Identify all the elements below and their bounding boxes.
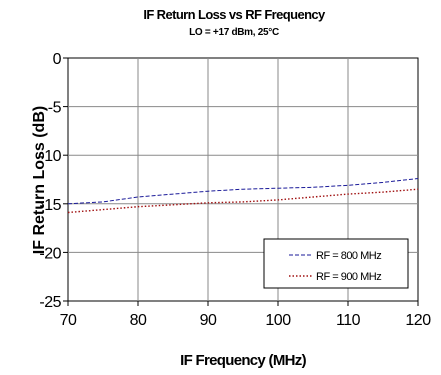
y-tick-labels: 0 -5 -10 -15 -20 -25 <box>39 51 62 311</box>
legend-label-900: RF = 900 MHz <box>316 271 381 283</box>
xtick-label: 120 <box>405 312 431 329</box>
ytick-label: -10 <box>39 148 61 165</box>
x-tick-labels: 70 80 90 100 110 120 <box>60 312 432 329</box>
ytick-label: -15 <box>39 197 61 214</box>
legend: RF = 800 MHz RF = 900 MHz <box>263 238 409 289</box>
x-axis-label: IF Frequency (MHz) <box>180 352 306 369</box>
xtick-label: 110 <box>336 312 361 329</box>
ytick-label: -25 <box>39 294 61 311</box>
ytick-label: -20 <box>39 245 61 262</box>
tick-marks <box>63 57 419 306</box>
ytick-label: -5 <box>48 100 62 117</box>
legend-box <box>263 238 409 289</box>
xtick-label: 80 <box>130 312 147 329</box>
xtick-label: 70 <box>60 312 77 329</box>
legend-label-800: RF = 800 MHz <box>316 250 381 262</box>
y-axis-label: IF Return Loss (dB) <box>31 106 48 254</box>
chart-subtitle: LO = +17 dBm, 25°C <box>189 27 279 38</box>
xtick-label: 90 <box>200 312 217 329</box>
series-line-800mhz <box>67 178 419 205</box>
chart-title: IF Return Loss vs RF Frequency <box>143 7 326 22</box>
series-layer <box>67 178 419 214</box>
ytick-label: 0 <box>53 51 62 68</box>
series-line-900mhz <box>67 188 419 214</box>
xtick-label: 100 <box>265 312 291 329</box>
